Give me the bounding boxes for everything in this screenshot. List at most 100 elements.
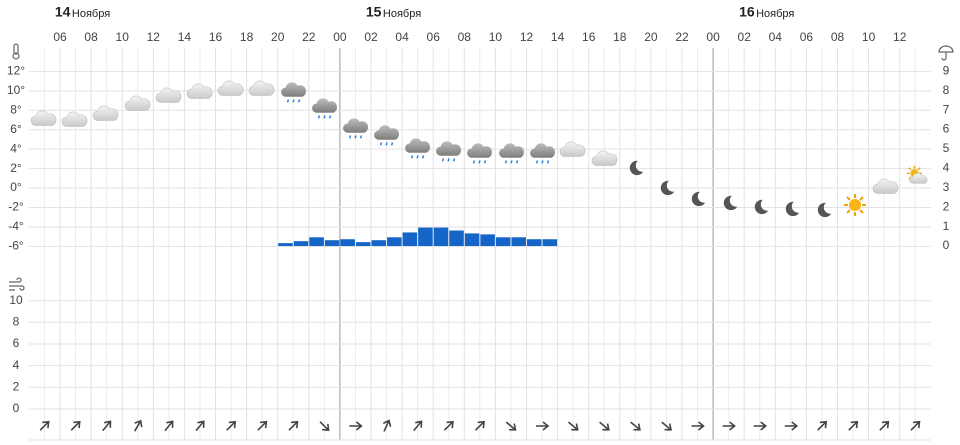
weather-icon	[817, 202, 832, 218]
y-tick-label: -2°	[8, 200, 24, 214]
precipitation-bar	[278, 243, 293, 247]
y-tick-label: -4°	[8, 219, 24, 233]
weather-icon	[124, 95, 151, 111]
y-tick-label: 4	[13, 358, 20, 372]
umbrella-icon	[938, 45, 954, 61]
x-tick-label: 06	[427, 30, 441, 44]
x-tick-label: 18	[240, 30, 254, 44]
weather-icon	[691, 191, 706, 207]
day-label: 16	[739, 4, 755, 20]
y2-tick-label: 8	[943, 83, 950, 97]
x-tick-label: 12	[893, 30, 907, 44]
x-tick-label: 18	[613, 30, 627, 44]
x-tick-label: 00	[706, 30, 720, 44]
y-tick-label: 4°	[10, 141, 22, 155]
weather-icon	[591, 150, 618, 166]
month-label: Ноября	[383, 8, 421, 20]
plot	[278, 227, 558, 247]
y-tick-label: 0	[13, 401, 20, 415]
precipitation-bar	[527, 239, 542, 247]
x-tick-label: 04	[395, 30, 409, 44]
x-tick-label: 16	[209, 30, 223, 44]
weather-icon	[92, 105, 119, 121]
weather-icon	[559, 141, 586, 157]
x-tick-label: 10	[489, 30, 503, 44]
month-label: Ноября	[72, 8, 110, 20]
weather-icon	[872, 178, 899, 194]
precipitation-bar	[542, 239, 558, 247]
y2-tick-label: 0	[943, 238, 950, 252]
precipitation-bar	[355, 242, 371, 247]
thermometer-icon	[12, 43, 20, 60]
precipitation-bar	[340, 239, 355, 247]
day-label: 15	[366, 4, 382, 20]
precipitation-bar	[402, 232, 418, 247]
weather-icon	[155, 87, 182, 103]
weather-icon	[30, 110, 57, 126]
y-tick-label: 12°	[7, 64, 25, 78]
y-tick-label: 2°	[10, 161, 22, 175]
weather-icon	[629, 160, 644, 176]
precipitation-bar	[495, 237, 511, 247]
y-tick-label: 10°	[7, 83, 25, 97]
y2-tick-label: 3	[943, 180, 950, 194]
x-tick-label: 02	[738, 30, 752, 44]
x-tick-label: 10	[116, 30, 130, 44]
precipitation-bar	[293, 241, 309, 247]
y2-tick-label: 2	[943, 199, 950, 213]
precipitation-bar	[324, 240, 340, 247]
x-tick-label: 06	[53, 30, 67, 44]
y-tick-label: 6°	[10, 122, 22, 136]
y-tick-label: 8°	[10, 102, 22, 116]
y2-tick-label: 4	[943, 161, 950, 175]
y-tick-label: 10	[9, 293, 23, 307]
day-label: 14	[55, 4, 71, 20]
precipitation-bar	[433, 227, 449, 247]
y-tick-label: -6°	[8, 239, 24, 253]
x-tick-label: 12	[147, 30, 161, 44]
precipitation-bar	[418, 227, 433, 247]
precipitation-bar	[387, 237, 402, 247]
x-tick-label: 14	[178, 30, 192, 44]
x-tick-label: 20	[271, 30, 285, 44]
grid	[28, 48, 931, 441]
weather-icon	[186, 83, 213, 99]
y2-tick-label: 5	[943, 141, 950, 155]
y2-tick-label: 9	[943, 64, 950, 78]
x-tick-label: 04	[769, 30, 783, 44]
weather-icon	[248, 80, 275, 96]
precipitation-bar	[309, 237, 324, 247]
x-tick-label: 10	[862, 30, 876, 44]
x-tick-label: 22	[675, 30, 689, 44]
x-tick-label: 08	[84, 30, 98, 44]
precipitation-bar	[480, 234, 495, 247]
y2-tick-label: 1	[943, 219, 950, 233]
weather-icons	[30, 80, 927, 434]
y-tick-label: 8	[13, 314, 20, 328]
precipitation-bar	[511, 237, 526, 247]
precipitation-bar	[464, 233, 480, 247]
y-tick-label: 2	[13, 379, 20, 393]
x-tick-label: 22	[302, 30, 316, 44]
weather-icon	[785, 201, 800, 217]
wind-icon	[9, 277, 25, 291]
y-tick-label: 0°	[10, 180, 22, 194]
weather-icon	[754, 199, 769, 215]
x-tick-label: 02	[364, 30, 378, 44]
x-tick-label: 20	[644, 30, 658, 44]
x-tick-label: 14	[551, 30, 565, 44]
x-tick-label: 12	[520, 30, 534, 44]
precipitation-bar	[449, 230, 464, 247]
x-tick-label: 16	[582, 30, 596, 44]
y-tick-label: 6	[13, 336, 20, 350]
x-tick-label: 08	[458, 30, 472, 44]
y2-tick-label: 6	[943, 122, 950, 136]
precipitation-bar	[371, 240, 387, 247]
weather-icon	[843, 193, 867, 217]
weather-icon	[498, 143, 525, 165]
weather-icon	[61, 111, 88, 127]
y2-tick-label: 7	[943, 102, 950, 116]
x-tick-label: 00	[333, 30, 347, 44]
side-icons	[9, 43, 954, 291]
